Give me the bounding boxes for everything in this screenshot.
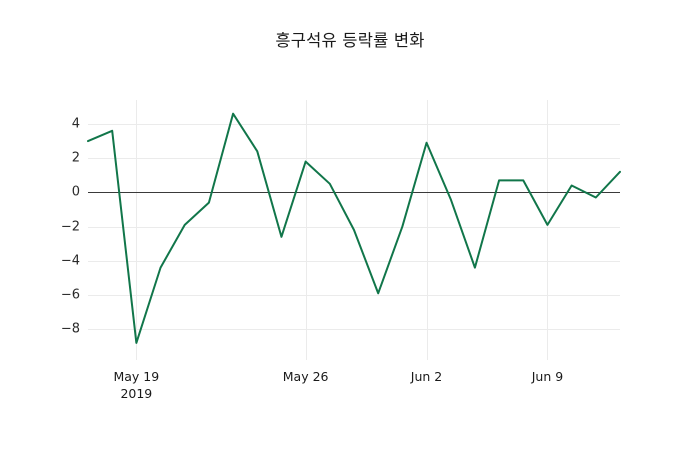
x-tick-sublabel: 2019 [120,386,153,401]
y-tick-label: −4 [60,253,80,269]
x-tick-label: Jun 2 [410,369,443,384]
gridline-horizontal [88,123,620,125]
gridline-horizontal [88,226,620,228]
x-axis: May 19 2019 May 26 Jun 2 Jun 9 [88,362,620,422]
plot-area [87,100,621,360]
zero-baseline [88,192,620,194]
x-tick-label: Jun 9 [531,369,564,384]
gridline-vertical [547,100,549,360]
gridline-horizontal [88,158,620,160]
y-tick-label: −6 [60,287,80,303]
series-polyline [87,112,621,344]
gridline-vertical [426,100,428,360]
gridline-horizontal [88,260,620,262]
x-tick-label: May 19 2019 [113,369,160,401]
gridline-horizontal [88,329,620,331]
line-series [87,112,621,344]
y-tick-label: 0 [71,184,80,200]
gridline-vertical [305,100,307,360]
y-axis: 4 2 0 −2 −4 −6 −8 [38,100,80,360]
y-tick-label: −2 [60,219,80,235]
y-tick-label: 2 [71,150,80,166]
y-tick-label: −8 [60,321,80,337]
y-tick-label: 4 [71,116,80,132]
x-tick-label: May 26 [282,369,329,384]
gridline-vertical [136,100,138,360]
gridline-horizontal [88,295,620,296]
page-title: 흥구석유 등락률 변화 [275,31,425,50]
